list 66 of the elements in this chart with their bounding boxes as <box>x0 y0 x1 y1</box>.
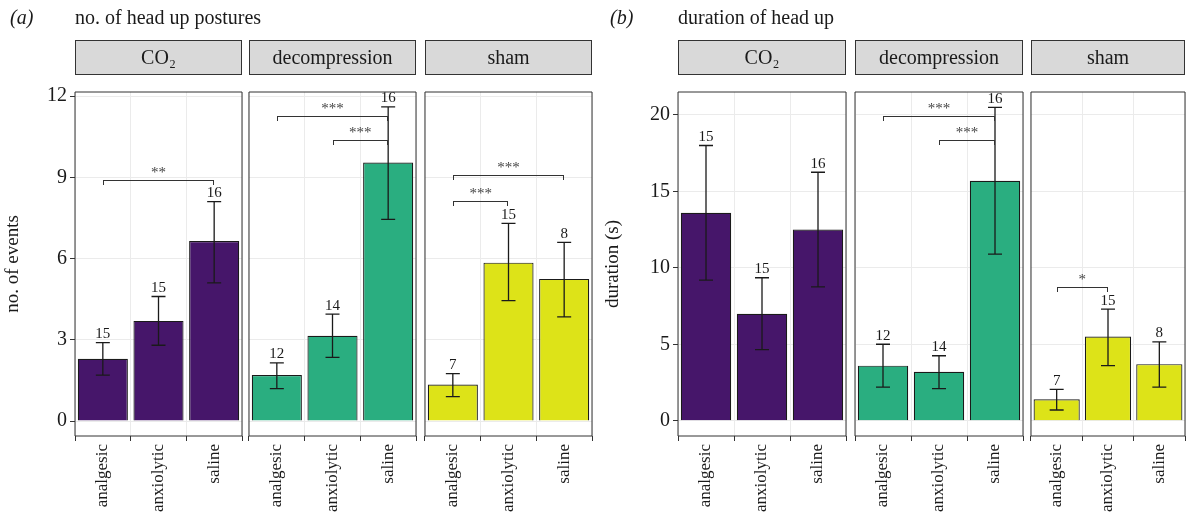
x-tick-label: anxiolytic <box>928 443 948 512</box>
annotation: 15 <box>501 205 516 222</box>
annotation: 15 <box>151 278 166 295</box>
y-tick-label: 0 <box>660 407 670 430</box>
chart-title: CO₂ <box>75 40 242 75</box>
annotation: 14 <box>931 338 947 355</box>
chart-title: decompression <box>855 40 1023 75</box>
y-tick-label: 10 <box>650 255 670 278</box>
y-tick-label: 3 <box>57 327 67 350</box>
x-tick-label: saline <box>553 444 573 484</box>
text: (b) <box>610 6 634 29</box>
x-tick-label: anxiolytic <box>1097 443 1117 512</box>
annotation: *** <box>321 100 344 116</box>
x-tick-label: analgesic <box>92 443 112 508</box>
chart-title: CO₂ <box>678 40 846 75</box>
x-tick-label: analgesic <box>442 443 462 508</box>
x-tick-label: analgesic <box>695 443 715 508</box>
annotation: 16 <box>380 89 397 106</box>
annotation: 16 <box>206 184 223 201</box>
y-tick-label: 6 <box>57 245 67 268</box>
annotation: 15 <box>754 260 770 277</box>
annotation: 15 <box>698 127 714 144</box>
annotation: 16 <box>810 154 826 171</box>
y-tick-label: 9 <box>57 164 67 187</box>
x-tick-label: saline <box>377 444 397 484</box>
x-tick-label: analgesic <box>1046 443 1066 508</box>
x-tick-label: saline <box>203 444 223 484</box>
annotation: *** <box>955 124 979 140</box>
annotation: 15 <box>1100 291 1116 308</box>
annotation: *** <box>497 159 520 176</box>
annotation: 8 <box>560 224 568 241</box>
text: (a) <box>10 6 34 29</box>
annotation: 8 <box>1155 324 1164 341</box>
annotation: *** <box>349 124 372 140</box>
chart-title: sham <box>425 40 592 75</box>
annotation: 12 <box>269 345 285 362</box>
y-tick-label: 5 <box>660 331 670 354</box>
chart-subtitle: no. of head up postures <box>75 6 262 29</box>
annotation: * <box>1078 271 1087 288</box>
x-tick-label: anxiolytic <box>751 443 771 512</box>
x-tick-label: analgesic <box>266 443 286 508</box>
y-axis-title: no. of events <box>1 215 23 313</box>
chart-subtitle: duration of head up <box>678 6 835 29</box>
y-tick-label: 0 <box>57 408 67 431</box>
annotation: *** <box>469 185 492 202</box>
y-tick-label: 15 <box>650 178 670 201</box>
annotation: ** <box>151 163 166 180</box>
x-tick-label: anxiolytic <box>147 443 167 512</box>
x-tick-label: analgesic <box>872 443 892 508</box>
annotation: 15 <box>95 324 111 341</box>
x-tick-label: saline <box>807 444 827 484</box>
annotation: *** <box>927 100 951 116</box>
y-tick-label: 12 <box>47 83 67 106</box>
chart-title: decompression <box>249 40 416 75</box>
annotation: 12 <box>875 326 891 343</box>
x-tick-label: anxiolytic <box>321 443 341 512</box>
x-tick-label: saline <box>984 444 1004 484</box>
x-tick-label: saline <box>1148 444 1168 484</box>
annotation: 16 <box>987 89 1003 106</box>
annotation: 14 <box>325 296 341 313</box>
y-tick-label: 20 <box>650 102 670 125</box>
y-axis-title: duration (s) <box>601 219 624 309</box>
x-tick-label: anxiolytic <box>497 443 517 512</box>
annotation: 7 <box>449 356 458 373</box>
chart-title: sham <box>1031 40 1185 75</box>
annotation: 7 <box>1052 371 1061 388</box>
